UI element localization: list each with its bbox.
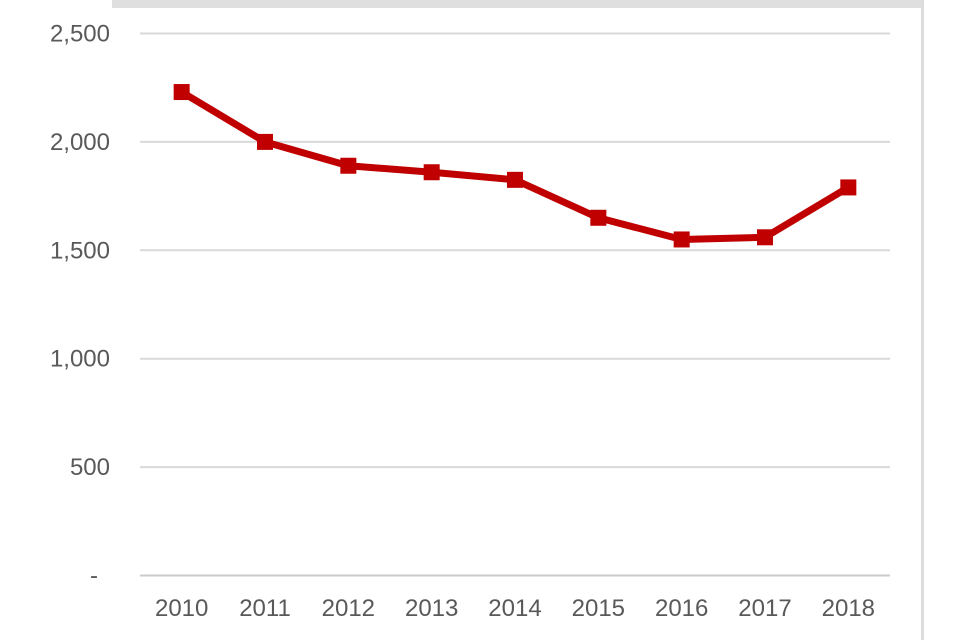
x-tick-label: 2010 <box>155 595 208 622</box>
y-tick-label: 500 <box>70 454 110 481</box>
data-point-marker <box>673 231 690 248</box>
data-point-marker <box>507 171 523 188</box>
data-point-marker <box>423 164 440 181</box>
x-tick-label: 2018 <box>822 595 875 622</box>
data-point-marker <box>340 157 357 174</box>
y-tick-label: 2,000 <box>50 129 110 156</box>
y-tick-label: - <box>90 563 98 590</box>
data-point-marker <box>590 209 607 226</box>
x-tick-label: 2011 <box>239 595 291 622</box>
x-tick-label: 2014 <box>488 595 541 622</box>
x-tick-label: 2017 <box>738 595 791 622</box>
x-tick-label: 2015 <box>572 595 625 622</box>
series-line <box>178 88 852 243</box>
data-point-marker <box>757 229 773 246</box>
x-tick-label: 2012 <box>322 595 375 622</box>
data-point-marker <box>257 133 273 150</box>
top-border-bar <box>112 0 923 8</box>
page-edge-line <box>921 0 924 640</box>
data-point-marker <box>173 84 190 101</box>
y-tick-label: 1,000 <box>50 346 110 373</box>
y-tick-label: 2,500 <box>50 21 110 48</box>
x-tick-label: 2013 <box>405 595 458 622</box>
data-point-marker <box>840 179 857 196</box>
y-tick-label: 1,500 <box>50 237 110 264</box>
x-tick-label: 2016 <box>655 595 708 622</box>
